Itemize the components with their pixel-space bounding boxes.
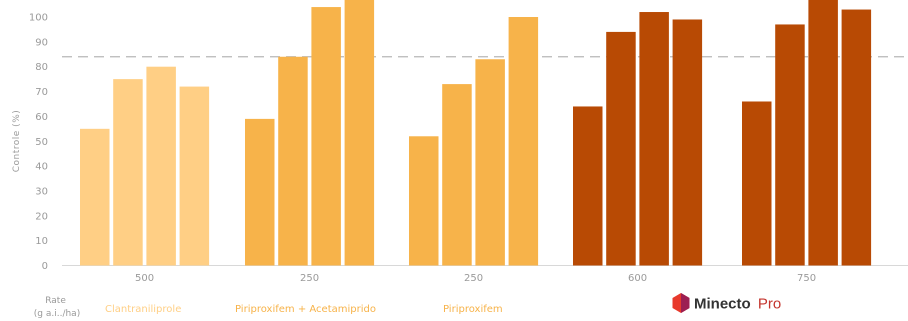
rate-tick-labels: 500 250 250 600 750 [135,273,816,284]
product-label: Piriproxifem [443,304,503,315]
y-tick-label: 20 [35,211,48,222]
bar [179,86,210,266]
y-tick-label: 100 [29,13,48,24]
bars [80,0,872,266]
bar [245,118,275,266]
product-label: Clantraniliprole [105,304,181,315]
y-axis: 0 10 20 30 40 50 60 70 80 90 100 [29,13,48,273]
bar [808,0,838,266]
y-tick-label: 30 [35,186,48,197]
bar [606,31,636,266]
bar [742,101,772,266]
brand-suffix: Pro [758,296,781,313]
y-tick-label: 40 [35,162,48,173]
bar [841,9,872,266]
y-tick-label: 60 [35,112,48,123]
bar [311,7,341,266]
logo-hexagon-shade [681,293,690,313]
bar [672,19,703,266]
y-tick-label: 80 [35,62,48,73]
bar [442,84,472,266]
bar [508,17,539,266]
rate-label-line-2: (g a.i../ha) [34,309,80,319]
y-axis-label: Controle (%) [12,110,22,173]
rate-tick-label: 750 [797,273,816,284]
y-tick-label: 10 [35,236,48,247]
y-tick-label: 90 [35,37,48,48]
y-tick-label: 0 [42,261,48,272]
bar [639,12,669,266]
bar [80,128,110,266]
bar [775,24,805,266]
svg-text:Minecto Pro: Minecto Pro [694,296,781,313]
brand-name: Minecto [694,296,751,313]
bar [146,66,176,266]
rate-tick-label: 600 [628,273,647,284]
bar [475,59,505,266]
bar [344,0,375,266]
rate-label: Rate (g a.i../ha) [34,296,80,319]
minecto-pro-logo: Minecto Pro [672,293,781,313]
bar [573,106,603,266]
rate-tick-label: 500 [135,273,154,284]
y-tick-label: 50 [35,137,48,148]
bar [113,79,143,266]
product-label: Piriproxifem + Acetamiprido [235,304,376,315]
bar [409,136,439,266]
product-labels: Clantraniliprole Piriproxifem + Acetamipr… [105,304,503,315]
rate-tick-label: 250 [300,273,319,284]
y-tick-label: 70 [35,87,48,98]
bar [278,56,308,266]
rate-label-line-1: Rate [45,296,66,306]
rate-tick-label: 250 [464,273,483,284]
